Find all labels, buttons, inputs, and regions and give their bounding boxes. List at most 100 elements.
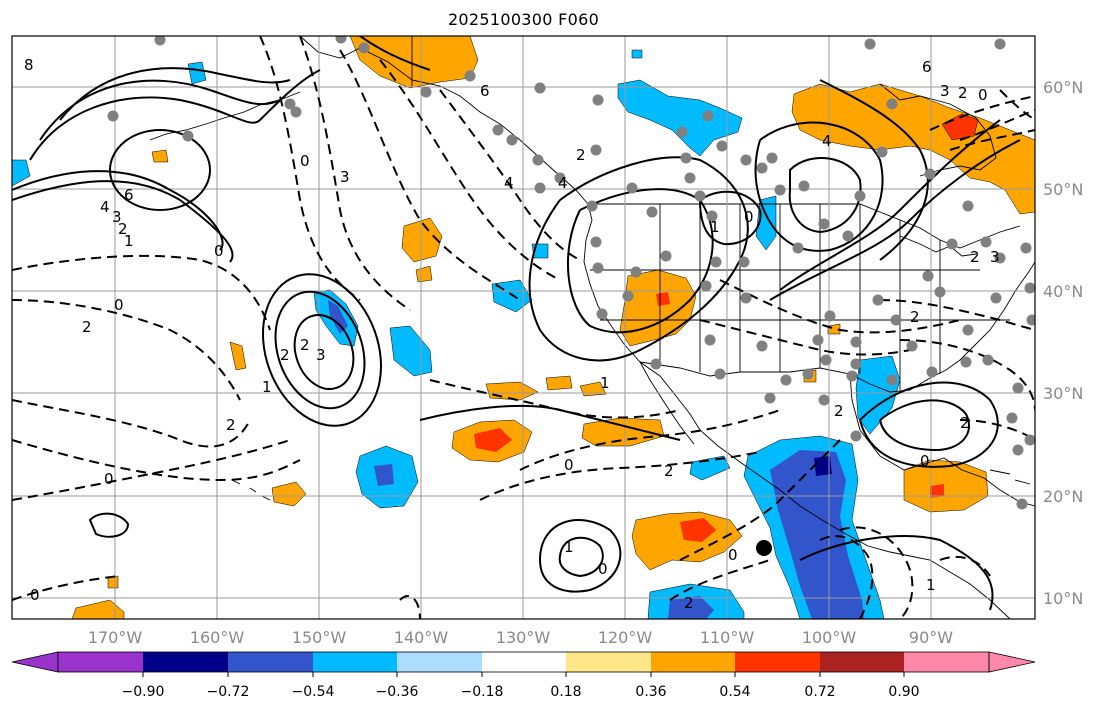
contour-label: 0 xyxy=(728,546,738,564)
contour-label: 3 xyxy=(340,168,350,186)
anomaly-small-pos-1 xyxy=(151,149,169,163)
anomaly-epac-negative-core xyxy=(668,596,714,619)
anomaly-pacific-neg-5-core xyxy=(374,464,394,486)
colorbar-tick-label: 0.18 xyxy=(550,684,581,700)
colorbar-tick-label: 0.36 xyxy=(635,684,666,700)
colorbar-tick-label: 0.90 xyxy=(888,684,919,700)
colorbar-high-extend xyxy=(988,651,1036,673)
anomaly-small-pos-4 xyxy=(415,265,433,283)
station-dots xyxy=(107,36,1035,510)
colorbar-tick-label: −0.36 xyxy=(376,684,419,700)
colorbar-bin xyxy=(651,652,735,672)
map-frame xyxy=(11,35,1036,620)
contour-label: 0 xyxy=(300,152,310,170)
colorbar-bin xyxy=(397,652,482,672)
colorbar-low-extend xyxy=(11,651,59,673)
colorbar-tick-label: 0.54 xyxy=(719,684,750,700)
anomaly-epac-positive-core xyxy=(680,518,716,542)
contour-label: 0 xyxy=(114,296,124,314)
contour-label: 3 xyxy=(990,248,1000,266)
anomaly-small-pos-6 xyxy=(827,323,841,335)
contour-label: 4 xyxy=(558,174,568,192)
aleutian-islands xyxy=(149,91,301,141)
contour-label: 2 xyxy=(280,346,290,364)
lon-tick-label: 100°W xyxy=(802,628,857,647)
contour-label: 0 xyxy=(978,86,988,104)
alaska-coast xyxy=(299,36,589,205)
colorbar-tick-label: −0.72 xyxy=(207,684,250,700)
longitude-axis: 170°W 160°W 150°W 140°W 130°W 120°W 110°… xyxy=(88,628,953,647)
colorbar-bin xyxy=(735,652,820,672)
colorbar-tick-label: −0.54 xyxy=(292,684,335,700)
contour-label: 2 xyxy=(664,462,674,480)
contour-label: 3 xyxy=(940,82,950,100)
anomaly-yucatan-core xyxy=(930,484,944,498)
lat-tick-label: 30°N xyxy=(1043,384,1083,403)
hawaii-islands xyxy=(231,479,271,501)
colorbar-bin xyxy=(313,652,397,672)
canada-us-border xyxy=(590,203,1021,249)
contour-label: 0 xyxy=(564,456,574,474)
contour-label: 1 xyxy=(926,576,936,594)
colorbar-tick-label: −0.90 xyxy=(122,684,165,700)
anomaly-epac-positive xyxy=(631,511,743,571)
contour-label: 0 xyxy=(598,560,608,578)
hudson-bay xyxy=(879,83,997,177)
east-coast xyxy=(975,261,1035,345)
lon-tick-label: 140°W xyxy=(394,628,449,647)
lat-tick-label: 10°N xyxy=(1043,589,1083,608)
contour-label: 3 xyxy=(316,346,326,364)
lon-tick-label: 160°W xyxy=(190,628,245,647)
latitude-axis: 60°N 50°N 40°N 30°N 20°N 10°N xyxy=(1043,78,1083,608)
colorbar-bin xyxy=(904,652,989,672)
lon-tick-label: 90°W xyxy=(909,628,953,647)
colorbar-bin xyxy=(58,652,143,672)
anomaly-hawaii-positive xyxy=(271,481,307,507)
anomaly-canada-negative xyxy=(617,79,743,157)
anomaly-small-neg-6 xyxy=(631,49,643,59)
contour-label: 0 xyxy=(214,242,224,260)
contour-label: 2 xyxy=(958,84,968,102)
contour-label: 6 xyxy=(480,82,490,100)
contour-label: 2 xyxy=(960,414,970,432)
contour-label: 1 xyxy=(710,218,720,236)
contour-label: 1 xyxy=(124,232,134,250)
contour-label: 2 xyxy=(684,594,694,612)
anomaly-pacific-pos-5-core xyxy=(474,428,512,452)
colorbar: −0.90 −0.72 −0.54 −0.36 −0.18 0.18 0.36 … xyxy=(11,651,1036,700)
contour-label: 4 xyxy=(822,132,832,150)
lon-tick-label: 120°W xyxy=(598,628,653,647)
west-coast xyxy=(583,203,1011,619)
map-area: 8 6 4 3 2 1 0 0 3 4 2 6 4 2 0 6 4 3 2 0 … xyxy=(12,36,1035,619)
anomaly-cam-negative-mid xyxy=(770,450,864,619)
contour-label: 0 xyxy=(744,208,754,226)
anomaly-cam-negative-core xyxy=(814,456,832,476)
contour-label: 1 xyxy=(564,538,574,556)
mexico-gulf-coast xyxy=(849,373,1035,507)
anomaly-rockies-core xyxy=(656,292,670,306)
lat-tick-label: 50°N xyxy=(1043,180,1083,199)
contour-label: 2 xyxy=(576,146,586,164)
caribbean-islands xyxy=(989,469,1031,485)
colorbar-bin xyxy=(482,652,566,672)
lat-tick-label: 40°N xyxy=(1043,282,1083,301)
contour-label: 1 xyxy=(600,374,610,392)
contour-label: 2 xyxy=(118,220,128,238)
contour-label: 2 xyxy=(82,318,92,336)
contour-label: 3 xyxy=(112,208,122,226)
contour-label: 6 xyxy=(922,58,932,76)
anomaly-pacific-pos-1 xyxy=(401,217,443,263)
great-lakes xyxy=(899,235,977,257)
anomaly-sw-positive xyxy=(71,599,125,619)
contour-label: 8 xyxy=(24,56,34,74)
colorbar-tick-label: −0.18 xyxy=(461,684,504,700)
contour-label: 4 xyxy=(504,174,514,192)
colorbar-bin xyxy=(143,652,228,672)
anomaly-small-pos-2 xyxy=(229,341,247,371)
contour-label: 2 xyxy=(300,336,310,354)
colorbar-tick-label: 0.72 xyxy=(804,684,835,700)
contour-label: 0 xyxy=(920,452,930,470)
contour-label: 2 xyxy=(910,308,920,326)
colorbar-bin xyxy=(566,652,651,672)
